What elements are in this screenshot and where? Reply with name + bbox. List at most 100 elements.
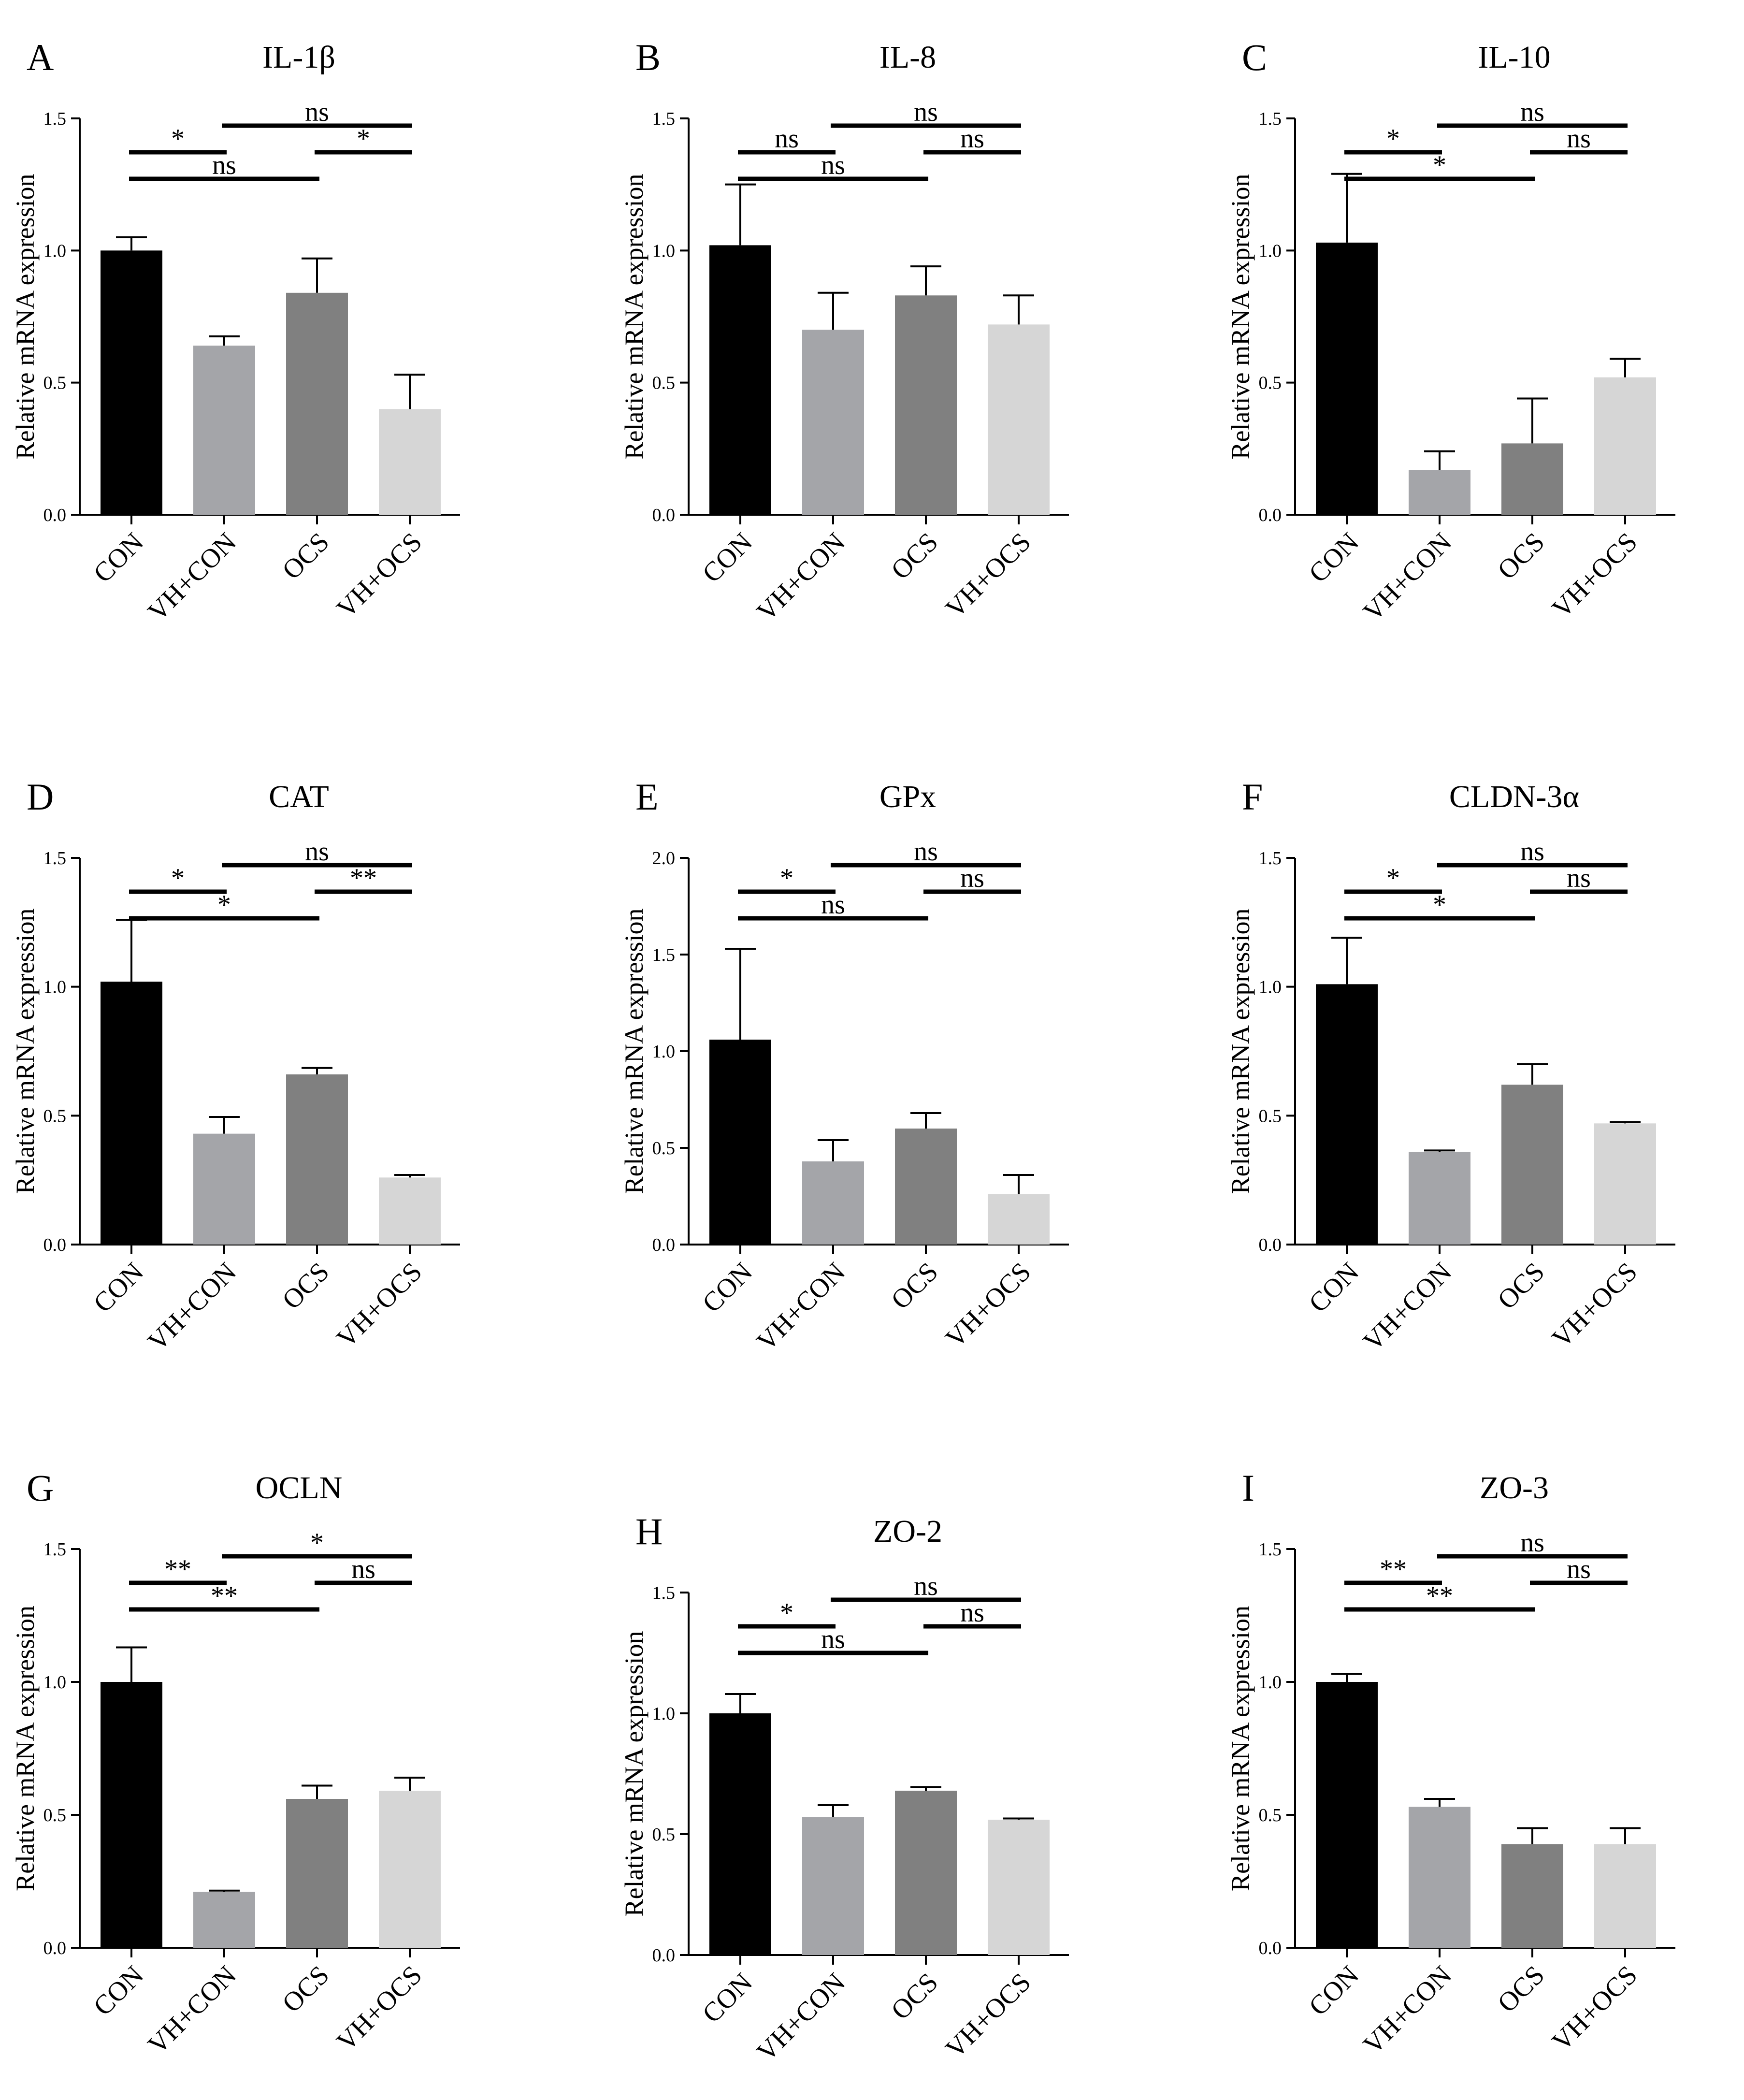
y-tick-label: 0.5 [652, 373, 676, 393]
x-tick-label: VH+CON [751, 1967, 851, 2067]
bar-con [101, 982, 162, 1245]
panel-e: E GPx Relative mRNA expression 0.0 0.5 1.0 1.5… [620, 776, 1069, 1357]
y-tick-label: 0.0 [43, 505, 67, 525]
x-tick-label: VH+CON [751, 527, 851, 627]
panel-letter: B [635, 36, 661, 78]
significance-label: * [357, 124, 370, 154]
significance-label: ns [1567, 124, 1591, 154]
bar-vh-ocs [379, 1791, 441, 1948]
x-tick-label: VH+CON [751, 1257, 851, 1357]
y-axis-label: Relative mRNA expression [1226, 174, 1255, 460]
x-tick-label: VH+OCS [1546, 1960, 1643, 2057]
x-tick-label: OCS [1492, 1960, 1550, 2018]
panel-c: C IL-10 Relative mRNA expression 0.0 0.5 1.0 1… [1226, 36, 1675, 627]
x-tick-label: OCS [276, 1257, 335, 1315]
y-tick-label: 1.5 [1259, 109, 1282, 129]
bar-vh-ocs [1594, 377, 1656, 515]
y-tick-label: 1.0 [43, 977, 67, 998]
x-tick-label: VH+CON [142, 1257, 242, 1357]
significance-label: ns [914, 1571, 938, 1601]
x-tick-label: CON [1303, 1960, 1365, 2021]
bar-con [709, 245, 771, 515]
y-tick-label: 0.5 [1259, 1106, 1282, 1126]
bar-con [709, 1713, 771, 1955]
bar-con [101, 250, 162, 515]
panel-h: H ZO-2 Relative mRNA expression 0.0 0.5 1.0 1.… [620, 1510, 1069, 2067]
bar-con [1316, 1682, 1378, 1948]
significance-label: ns [914, 97, 938, 127]
significance-label: ns [1567, 1554, 1591, 1584]
y-tick-label: 1.0 [1259, 241, 1282, 261]
y-tick-label: 0.5 [1259, 373, 1282, 393]
bar-vh-con [193, 1133, 255, 1245]
x-tick-label: CON [697, 527, 758, 588]
y-tick-label: 0.0 [652, 1235, 676, 1255]
bar-vh-ocs [379, 409, 441, 515]
panel-letter: I [1242, 1467, 1254, 1509]
y-tick-label: 0.0 [652, 1945, 676, 1966]
panel-letter: E [635, 776, 659, 818]
significance-label: ns [960, 1598, 984, 1628]
bar-con [1316, 984, 1378, 1245]
panel-letter: H [635, 1510, 663, 1552]
x-tick-label: CON [697, 1967, 758, 2028]
panel-i: I ZO-3 Relative mRNA expression 0.0 0.5 1.0 1.… [1226, 1467, 1675, 2060]
x-tick-label: VH+CON [1357, 527, 1457, 627]
significance-label: ns [960, 124, 984, 154]
y-tick-label: 1.5 [43, 848, 67, 869]
y-tick-label: 1.0 [43, 241, 67, 261]
y-axis-label: Relative mRNA expression [620, 174, 649, 460]
y-tick-label: 1.0 [1259, 1672, 1282, 1693]
y-tick-label: 1.5 [652, 945, 676, 965]
chart-title: ZO-3 [1480, 1470, 1549, 1506]
bar-vh-con [802, 330, 864, 515]
significance-label: * [217, 890, 231, 920]
y-tick-label: 0.0 [1259, 1235, 1282, 1255]
y-tick-label: 0.0 [1259, 505, 1282, 525]
chart-title: IL-1β [262, 40, 335, 75]
y-tick-label: 1.0 [652, 1704, 676, 1724]
bar-ocs [895, 1129, 957, 1245]
y-tick-label: 0.5 [43, 373, 67, 393]
y-tick-label: 1.5 [1259, 1539, 1282, 1560]
y-tick-label: 0.5 [43, 1106, 67, 1126]
x-tick-label: OCS [885, 1257, 944, 1315]
significance-label: * [780, 1598, 793, 1628]
panel-letter: D [27, 776, 54, 818]
chart-title: GPx [879, 779, 936, 814]
significance-label: ns [821, 1624, 845, 1654]
significance-label: * [1433, 150, 1446, 180]
panel-b: B IL-8 Relative mRNA expression 0.0 0.5 1.0 1.… [620, 36, 1069, 627]
significance-label: * [171, 124, 185, 154]
panel-letter: C [1242, 36, 1267, 78]
significance-label: * [780, 863, 793, 893]
y-tick-label: 1.5 [43, 109, 67, 129]
significance-label: ** [164, 1554, 191, 1584]
bar-vh-con [802, 1161, 864, 1245]
significance-label: ns [1520, 1528, 1544, 1558]
y-tick-label: 0.5 [652, 1825, 676, 1845]
y-tick-label: 1.5 [43, 1539, 67, 1560]
y-axis-label: Relative mRNA expression [1226, 909, 1255, 1194]
panel-a: A IL-1β Relative mRNA expression 0.0 0.5 1.0 1… [11, 36, 460, 627]
significance-label: ** [1380, 1554, 1407, 1584]
x-tick-label: OCS [885, 1967, 944, 2026]
x-tick-label: VH+CON [142, 527, 242, 627]
significance-label: * [310, 1528, 324, 1558]
y-tick-label: 1.0 [1259, 977, 1282, 998]
x-tick-label: CON [1303, 527, 1365, 588]
panel-d: D CAT Relative mRNA expression 0.0 0.5 1.0 1.5… [11, 776, 460, 1357]
y-axis-label: Relative mRNA expression [620, 909, 649, 1194]
significance-label: ns [351, 1554, 375, 1584]
bar-vh-ocs [1594, 1844, 1656, 1948]
bar-ocs [286, 1074, 348, 1245]
bar-vh-ocs [988, 1820, 1050, 1955]
y-tick-label: 0.5 [43, 1805, 67, 1825]
panel-letter: G [27, 1467, 54, 1509]
significance-label: ns [821, 890, 845, 920]
y-tick-label: 1.0 [652, 241, 676, 261]
y-axis-label: Relative mRNA expression [11, 174, 40, 460]
y-axis-label: Relative mRNA expression [620, 1631, 649, 1917]
x-tick-label: VH+OCS [940, 1257, 1037, 1353]
bar-ocs [1501, 1085, 1563, 1245]
